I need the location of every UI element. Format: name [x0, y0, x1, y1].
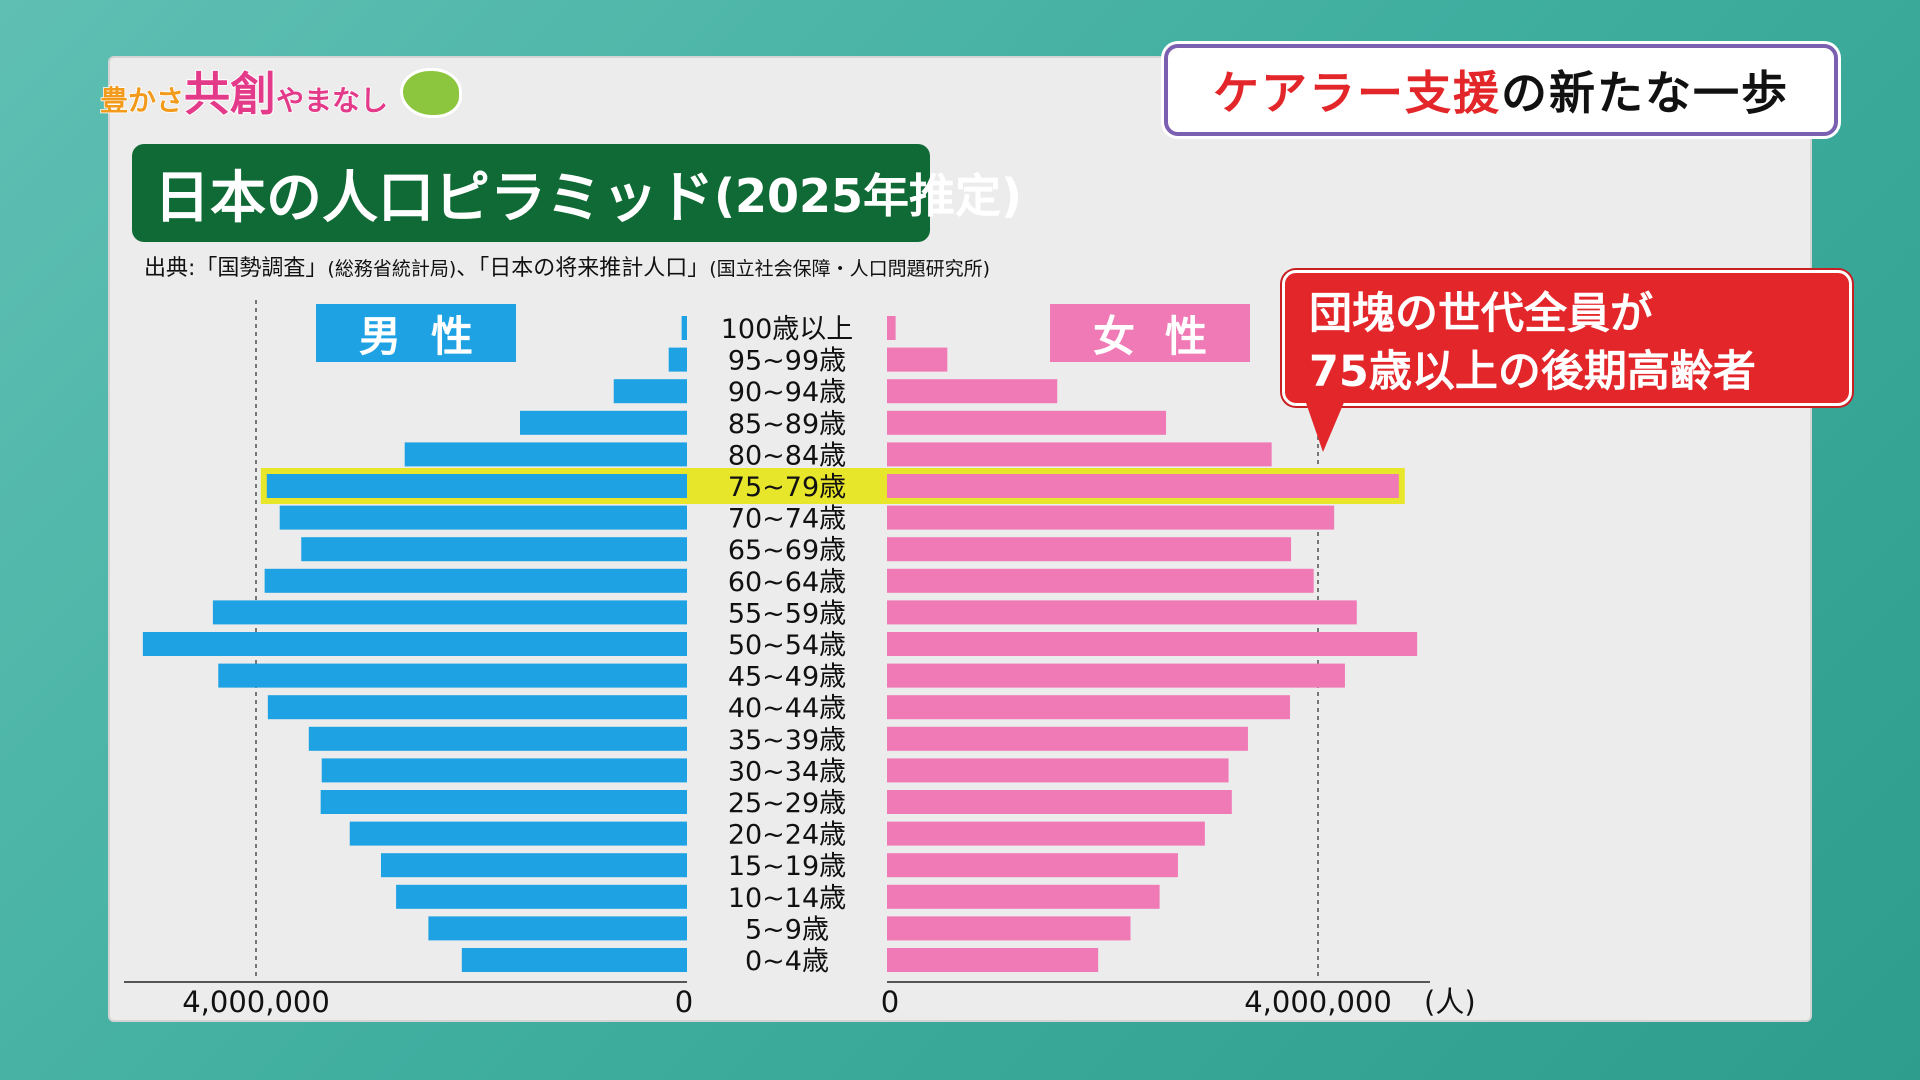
- female-bar: [887, 505, 1335, 530]
- male-bar: [264, 568, 687, 593]
- female-bar: [887, 600, 1357, 625]
- source-citation: 出典:「国勢調査」(総務省統計局)、「日本の将来推計人口」(国立社会保障・人口問…: [144, 250, 990, 282]
- source-part-4: (国立社会保障・人口問題研究所): [709, 258, 991, 280]
- male-bar: [396, 884, 687, 909]
- female-bar: [887, 568, 1314, 593]
- age-label: 85~89歳: [728, 409, 846, 440]
- male-bar: [308, 726, 687, 751]
- age-label: 70~74歳: [728, 504, 846, 535]
- age-label: 80~84歳: [728, 440, 846, 471]
- male-bar: [681, 316, 687, 340]
- female-label: 女性: [1050, 304, 1250, 362]
- age-label: 45~49歳: [728, 662, 846, 693]
- age-label: 15~19歳: [728, 851, 846, 882]
- headline-banner: ケアラー支援 の新たな一歩: [1164, 44, 1838, 136]
- male-tick-label: 4,000,000: [182, 985, 330, 1019]
- female-bar: [887, 916, 1131, 941]
- callout-pointer: [1305, 400, 1345, 452]
- age-label: 35~39歳: [728, 725, 846, 756]
- headline-red-text: ケアラー支援: [1213, 66, 1501, 120]
- logo-text-part-2: 共創: [183, 66, 277, 122]
- age-label: 25~29歳: [728, 788, 846, 819]
- female-bar: [887, 884, 1160, 909]
- male-bar: [668, 347, 687, 372]
- male-bar: [461, 948, 687, 972]
- female-zero-label: 0: [881, 985, 899, 1019]
- chart-title: 日本の人口ピラミッド (2025年推定): [132, 144, 1022, 242]
- logo-text-part-1: 豊かさ: [99, 83, 185, 118]
- male-zero-label: 0: [675, 985, 693, 1019]
- male-bar: [404, 442, 687, 467]
- female-bar: [887, 790, 1232, 814]
- age-label: 60~64歳: [728, 567, 846, 598]
- male-bar: [266, 474, 687, 498]
- male-bar: [212, 600, 687, 625]
- female-bar: [887, 347, 948, 372]
- female-bar: [887, 410, 1167, 435]
- source-part-2: (総務省統計局): [327, 258, 457, 280]
- female-bar: [887, 537, 1292, 562]
- chart-title-sub: (2025年推定): [714, 169, 1023, 223]
- male-bar: [301, 537, 687, 562]
- headline-black-text: の新たな一歩: [1501, 66, 1789, 120]
- age-label: 75~79歳: [728, 472, 846, 503]
- female-bar: [887, 948, 1099, 972]
- female-bar: [887, 821, 1205, 846]
- source-part-1: 出典:「国勢調査」: [144, 256, 328, 281]
- age-label: 10~14歳: [728, 883, 846, 914]
- female-bar: [887, 853, 1178, 878]
- age-label: 40~44歳: [728, 693, 846, 724]
- female-tick-label: 4,000,000: [1244, 985, 1392, 1019]
- male-bar: [321, 758, 687, 783]
- callout-line-1: 団塊の世代全員が: [1309, 289, 1653, 339]
- leaf-icon: [400, 68, 462, 118]
- logo-text-part-3: やまなし: [275, 83, 389, 118]
- female-bar: [887, 726, 1248, 751]
- female-bar: [887, 442, 1272, 467]
- callout-line-2: 75歳以上の後期高齢者: [1309, 347, 1756, 397]
- female-bar: [887, 316, 896, 340]
- male-bar: [218, 663, 687, 688]
- source-part-3: 、「日本の将来推計人口」: [456, 256, 710, 281]
- male-bar: [519, 410, 687, 435]
- female-bar: [887, 695, 1290, 720]
- female-bar: [887, 474, 1399, 498]
- female-bar: [887, 379, 1058, 404]
- age-label: 55~59歳: [728, 598, 846, 629]
- male-bar: [320, 790, 687, 814]
- male-bar: [267, 695, 687, 720]
- unit-label: (人): [1424, 985, 1476, 1019]
- male-label: 男性: [316, 304, 516, 362]
- age-label: 100歳以上: [721, 314, 854, 345]
- age-label: 20~24歳: [728, 820, 846, 851]
- female-bar: [887, 632, 1418, 656]
- male-bar: [380, 853, 687, 878]
- male-bar: [142, 632, 688, 656]
- age-label: 5~9歳: [745, 914, 829, 945]
- age-label: 95~99歳: [728, 346, 846, 377]
- male-bar: [349, 821, 687, 846]
- male-bar: [428, 916, 687, 941]
- male-bar: [613, 379, 687, 404]
- age-label: 65~69歳: [728, 535, 846, 566]
- male-bar: [279, 505, 687, 530]
- age-label: 30~34歳: [728, 756, 846, 787]
- age-label: 50~54歳: [728, 630, 846, 661]
- age-label: 90~94歳: [728, 377, 846, 408]
- logo-text: 豊かさ共創やまなし: [99, 58, 389, 124]
- female-bar: [887, 663, 1345, 688]
- age-label: 0~4歳: [745, 946, 829, 977]
- female-bar: [887, 758, 1229, 783]
- chart-title-main: 日本の人口ピラミッド: [154, 165, 714, 231]
- program-logo: 豊かさ共創やまなし: [99, 52, 480, 132]
- callout-box: 団塊の世代全員が 75歳以上の後期高齢者: [1282, 270, 1852, 406]
